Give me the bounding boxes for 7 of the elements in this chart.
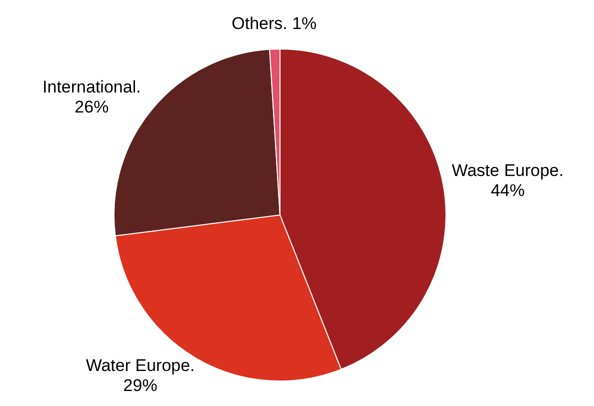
slice-label: Waste Europe.	[452, 161, 564, 180]
data-label: 26%	[74, 97, 109, 116]
slice-label: Water Europe.	[86, 356, 195, 376]
slice-label: International.	[42, 77, 141, 96]
data-label: 29%	[123, 376, 158, 396]
slice-label: Others. 1%	[232, 14, 317, 34]
data-label: 44%	[490, 181, 525, 200]
